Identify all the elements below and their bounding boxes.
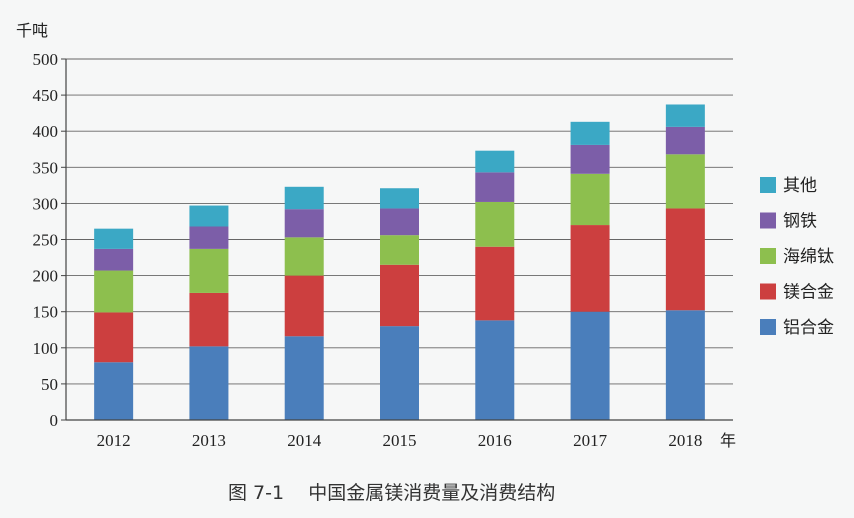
bar-segment: [189, 292, 229, 347]
legend-item: 钢铁: [760, 212, 817, 232]
y-tick-label: 300: [33, 194, 59, 213]
bar-stack-2013: [189, 205, 229, 420]
legend-swatch: [760, 248, 776, 264]
legend-swatch: [760, 212, 776, 229]
bar-segment: [284, 209, 324, 238]
legend-item: 其他: [760, 176, 817, 196]
bar-segment: [475, 246, 515, 321]
y-tick-label: 0: [50, 411, 59, 430]
bar-segment: [570, 311, 610, 420]
y-tick-label: 400: [33, 122, 59, 141]
bar-segment: [284, 275, 324, 337]
figure-caption: 图 7-1 中国金属镁消费量及消费结构: [228, 482, 555, 504]
bar-segment: [94, 362, 134, 420]
bar-segment: [189, 205, 229, 227]
legend-label: 钢铁: [783, 212, 817, 232]
bar-stack-2016: [475, 150, 515, 420]
legend-swatch: [760, 177, 776, 193]
bar-segment: [665, 208, 705, 311]
legend-label: 其他: [783, 176, 817, 196]
bar-segment: [189, 346, 229, 420]
bar-segment: [665, 126, 705, 155]
legend-item: 铝合金: [760, 318, 834, 338]
y-tick-label: 250: [33, 231, 59, 250]
bar-stack-2015: [380, 188, 419, 420]
bar-segment: [475, 150, 515, 173]
y-tick-label: 200: [33, 267, 59, 286]
bar-stack-2012: [94, 228, 134, 420]
bar-segment: [475, 320, 515, 420]
bar-stacks: [94, 104, 705, 420]
legend-label: 铝合金: [783, 318, 834, 338]
bar-stack-2018: [665, 104, 705, 420]
bar-segment: [380, 235, 419, 265]
bar-segment: [570, 173, 610, 226]
bar-segment: [284, 336, 324, 420]
x-tick-label: 2016: [478, 431, 512, 450]
bar-segment: [380, 208, 419, 236]
bar-segment: [189, 248, 229, 293]
bar-segment: [570, 144, 610, 174]
legend-label: 镁合金: [783, 283, 834, 303]
bar-segment: [570, 121, 610, 145]
y-tick-label: 150: [33, 303, 59, 322]
bar-segment: [380, 326, 419, 420]
bar-segment: [94, 270, 134, 313]
bar-segment: [94, 248, 134, 271]
bar-stack-2014: [284, 186, 324, 420]
bar-segment: [189, 226, 229, 249]
bar-segment: [284, 237, 324, 276]
legend-item: 镁合金: [760, 283, 834, 303]
bar-segment: [380, 264, 419, 327]
bar-segment: [665, 154, 705, 209]
x-tick-label: 2013: [192, 431, 226, 450]
x-tick-label: 2015: [383, 431, 417, 450]
bar-segment: [475, 172, 515, 202]
bar-segment: [665, 104, 705, 127]
y-tick-label: 450: [33, 86, 59, 105]
y-tick-label: 350: [33, 158, 59, 177]
x-tick-label: 2012: [97, 431, 131, 450]
y-tick-label: 500: [33, 50, 59, 69]
bar-segment: [94, 228, 134, 249]
legend-label: 海绵钛: [783, 247, 834, 267]
bar-segment: [380, 188, 419, 209]
x-axis-unit-label: 年: [720, 431, 736, 450]
legend-item: 海绵钛: [760, 247, 834, 267]
x-tick-label: 2018: [668, 431, 702, 450]
x-tick-label: 2017: [573, 431, 608, 450]
x-tick-labels: 2012 2013 2014 2015 2016 2017 2018: [97, 431, 703, 450]
bar-segment: [570, 225, 610, 312]
x-tick-label: 2014: [287, 431, 322, 450]
legend-swatch: [760, 319, 776, 335]
y-tick-label: 100: [33, 339, 59, 358]
bar-segment: [475, 201, 515, 247]
y-axis-unit-label: 千吨: [16, 21, 48, 40]
bar-segment: [284, 186, 324, 210]
bar-segment: [94, 312, 134, 363]
legend-swatch: [760, 283, 776, 300]
y-tick-labels: 0 50 100 150 200 250 300 350 400 450 500: [33, 50, 66, 430]
bar-segment: [665, 310, 705, 420]
bar-stack-2017: [570, 121, 610, 420]
y-tick-label: 50: [41, 375, 58, 394]
